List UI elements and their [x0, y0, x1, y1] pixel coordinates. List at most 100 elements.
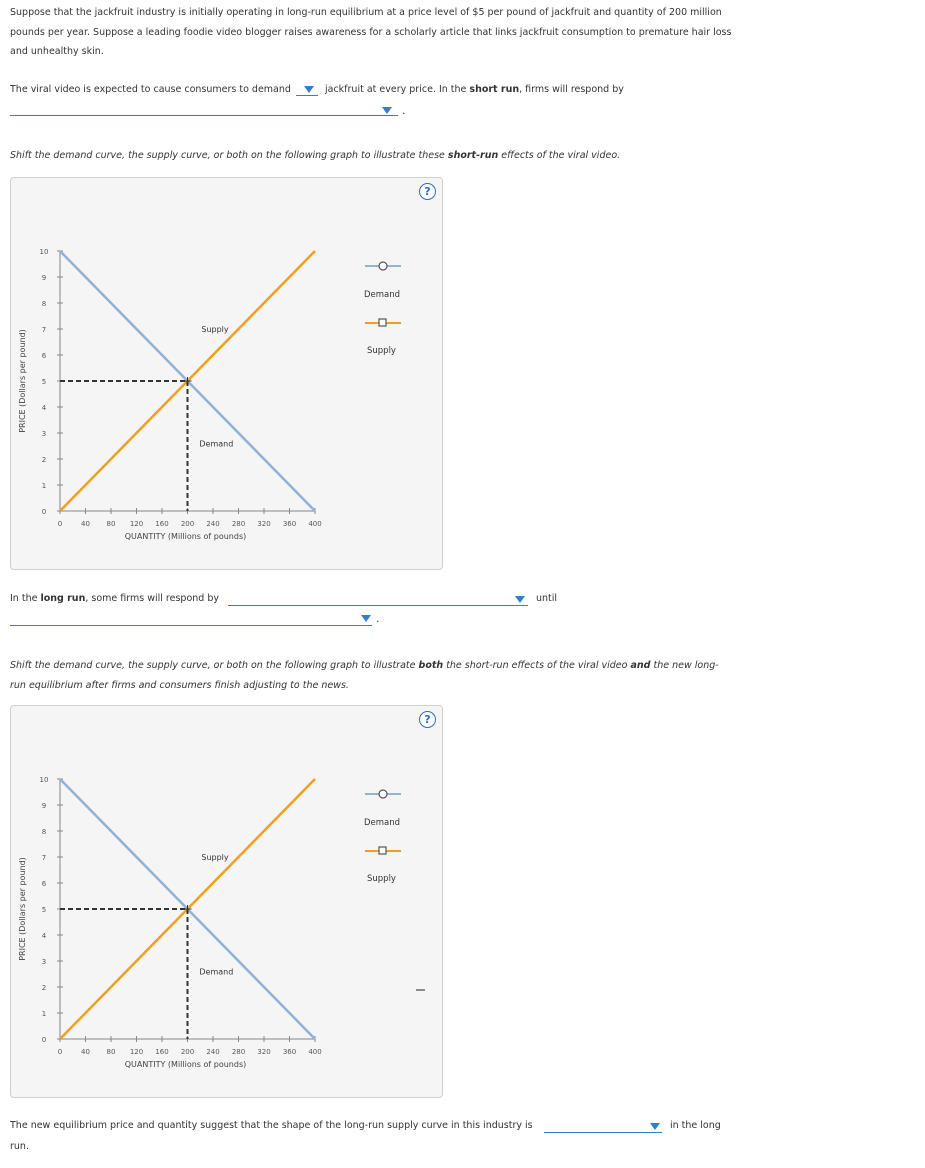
intro-line-2: pounds per year. Suppose a leading foodi… — [10, 26, 732, 38]
question-2-text: In the long run, some firms will respond… — [10, 593, 219, 604]
demand-curve-label: Demand — [199, 967, 233, 976]
instr2-b: the short-run effects of the viral video — [446, 660, 628, 671]
x-tick-label: 240 — [206, 520, 219, 528]
y-tick-label: 5 — [42, 378, 46, 386]
x-axis-label: QUANTITY (Millions of pounds) — [125, 1060, 247, 1069]
y-axis-label: PRICE (Dollars per pound) — [18, 329, 27, 433]
question-3-text: The new equilibrium price and quantity s… — [10, 1120, 533, 1131]
supply-legend-tool[interactable] — [363, 844, 403, 858]
instruction-2-line-1: Shift the demand curve, the supply curve… — [10, 656, 910, 676]
instr2-a: Shift the demand curve, the supply curve… — [10, 660, 416, 671]
x-tick-label: 360 — [283, 520, 296, 528]
y-tick-label: 10 — [40, 248, 49, 256]
y-tick-label: 2 — [42, 456, 46, 464]
long-run-until-dropdown-arrow[interactable] — [361, 615, 371, 622]
x-tick-label: 280 — [232, 1048, 245, 1056]
x-tick-label: 80 — [107, 1048, 116, 1056]
y-tick-label: 1 — [42, 482, 46, 490]
x-tick-label: 40 — [81, 1048, 90, 1056]
q1-period: . — [402, 104, 406, 117]
y-tick-label: 8 — [42, 300, 46, 308]
q1-prefix: The viral video is expected to cause con… — [10, 84, 291, 95]
supply-curve-label: Supply — [201, 853, 229, 862]
y-axis-label: PRICE (Dollars per pound) — [18, 857, 27, 961]
supply-demand-chart-1[interactable]: 0 1 2 3 4 5 6 7 8 9 10 0 40 80 120 160 200 240 280 320 360 40… — [11, 178, 442, 569]
x-tick-label: 0 — [58, 520, 62, 528]
y-tick-label: 4 — [42, 932, 47, 940]
question-1-mid: jackfruit at every price. In the short r… — [325, 84, 624, 95]
cursor-mark-icon — [416, 989, 425, 991]
long-run-supply-shape-dropdown-arrow[interactable] — [650, 1123, 660, 1130]
y-tick-label: 6 — [42, 352, 47, 360]
x-tick-label: 0 — [58, 1048, 62, 1056]
q3-line-2: run. — [10, 1141, 29, 1152]
y-tick-label: 9 — [42, 274, 46, 282]
supply-curve-label: Supply — [201, 325, 229, 334]
q2-mid: , some firms will respond by — [85, 593, 219, 604]
y-tick-label: 2 — [42, 984, 46, 992]
supply-demand-chart-2[interactable]: 0 1 2 3 4 5 6 7 8 9 10 0 40 80 120 160 200 240 280 320 360 40… — [11, 706, 442, 1097]
instr1-bold: short-run — [447, 150, 499, 161]
question-1-text: The viral video is expected to cause con… — [10, 84, 291, 95]
x-tick-label: 40 — [81, 520, 90, 528]
x-tick-label: 120 — [130, 520, 143, 528]
x-tick-label: 120 — [130, 1048, 143, 1056]
instruction-2: Shift the demand curve, the supply curve… — [10, 656, 910, 695]
instruction-1: Shift the demand curve, the supply curve… — [10, 150, 620, 161]
q1-mid: jackfruit at every price. In the — [325, 84, 467, 95]
q3-suffix: in the long — [670, 1120, 721, 1131]
y-tick-label: 9 — [42, 802, 46, 810]
help-icon[interactable]: ? — [419, 711, 436, 728]
x-tick-label: 160 — [155, 520, 168, 528]
y-tick-label: 7 — [42, 854, 46, 862]
x-tick-label: 400 — [308, 520, 321, 528]
instr1-b: effects of the viral video. — [501, 150, 621, 161]
demand-legend-tool[interactable] — [363, 259, 403, 273]
y-tick-label: 3 — [42, 430, 46, 438]
short-run-response-dropdown-arrow[interactable] — [382, 107, 392, 114]
x-tick-label: 200 — [181, 1048, 194, 1056]
x-tick-label: 320 — [257, 1048, 270, 1056]
legend-demand-label: Demand — [364, 818, 401, 828]
q2-period: . — [376, 612, 380, 625]
y-tick-label: 8 — [42, 828, 46, 836]
x-tick-label: 160 — [155, 1048, 168, 1056]
q1-suffix: , firms will respond by — [519, 84, 624, 95]
graph-panel-2: ? 0 1 2 3 4 5 6 7 8 9 10 0 40 80 120 160 200 240 280 320 360… — [10, 705, 443, 1098]
demand-direction-dropdown-arrow[interactable] — [304, 86, 314, 93]
long-run-entry-exit-dropdown-arrow[interactable] — [515, 596, 525, 603]
long-run-supply-shape-dropdown[interactable] — [544, 1132, 662, 1133]
instr2-c: the new long- — [653, 660, 719, 671]
demand-legend-tool[interactable] — [363, 787, 403, 801]
long-run-until-dropdown[interactable] — [10, 625, 372, 626]
intro-paragraph: Suppose that the jackfruit industry is i… — [10, 3, 910, 62]
y-tick-label: 0 — [42, 1036, 46, 1044]
help-icon[interactable]: ? — [419, 183, 436, 200]
legend-supply-label: Supply — [367, 346, 396, 356]
graph-panel-1: ? 0 1 2 3 4 5 6 7 8 9 10 0 40 80 120 160 200 240 280 320 360… — [10, 177, 443, 570]
demand-direction-dropdown[interactable] — [296, 95, 318, 96]
x-tick-label: 200 — [181, 520, 194, 528]
legend-demand-label: Demand — [364, 290, 401, 300]
q3-prefix: The new equilibrium price and quantity s… — [10, 1120, 533, 1131]
intro-line-3: and unhealthy skin. — [10, 46, 104, 57]
y-tick-label: 5 — [42, 906, 46, 914]
intro-line-1: Suppose that the jackfruit industry is i… — [10, 7, 722, 18]
short-run-response-dropdown[interactable] — [10, 115, 398, 116]
x-tick-label: 400 — [308, 1048, 321, 1056]
y-tick-label: 1 — [42, 1010, 46, 1018]
q2-prefix: In the — [10, 593, 38, 604]
x-tick-label: 80 — [107, 520, 116, 528]
x-tick-label: 360 — [283, 1048, 296, 1056]
y-tick-label: 4 — [42, 404, 47, 412]
instruction-2-line-2: run equilibrium after firms and consumer… — [10, 679, 349, 691]
instr2-bold-and: and — [630, 660, 651, 671]
x-tick-label: 280 — [232, 520, 245, 528]
supply-legend-tool[interactable] — [363, 316, 403, 330]
instr2-bold-both: both — [418, 660, 444, 671]
long-run-entry-exit-dropdown[interactable] — [228, 605, 528, 606]
x-tick-label: 320 — [257, 520, 270, 528]
x-axis-label: QUANTITY (Millions of pounds) — [125, 532, 247, 541]
demand-curve-label: Demand — [199, 439, 233, 448]
q1-bold-short-run: short run — [469, 84, 520, 95]
